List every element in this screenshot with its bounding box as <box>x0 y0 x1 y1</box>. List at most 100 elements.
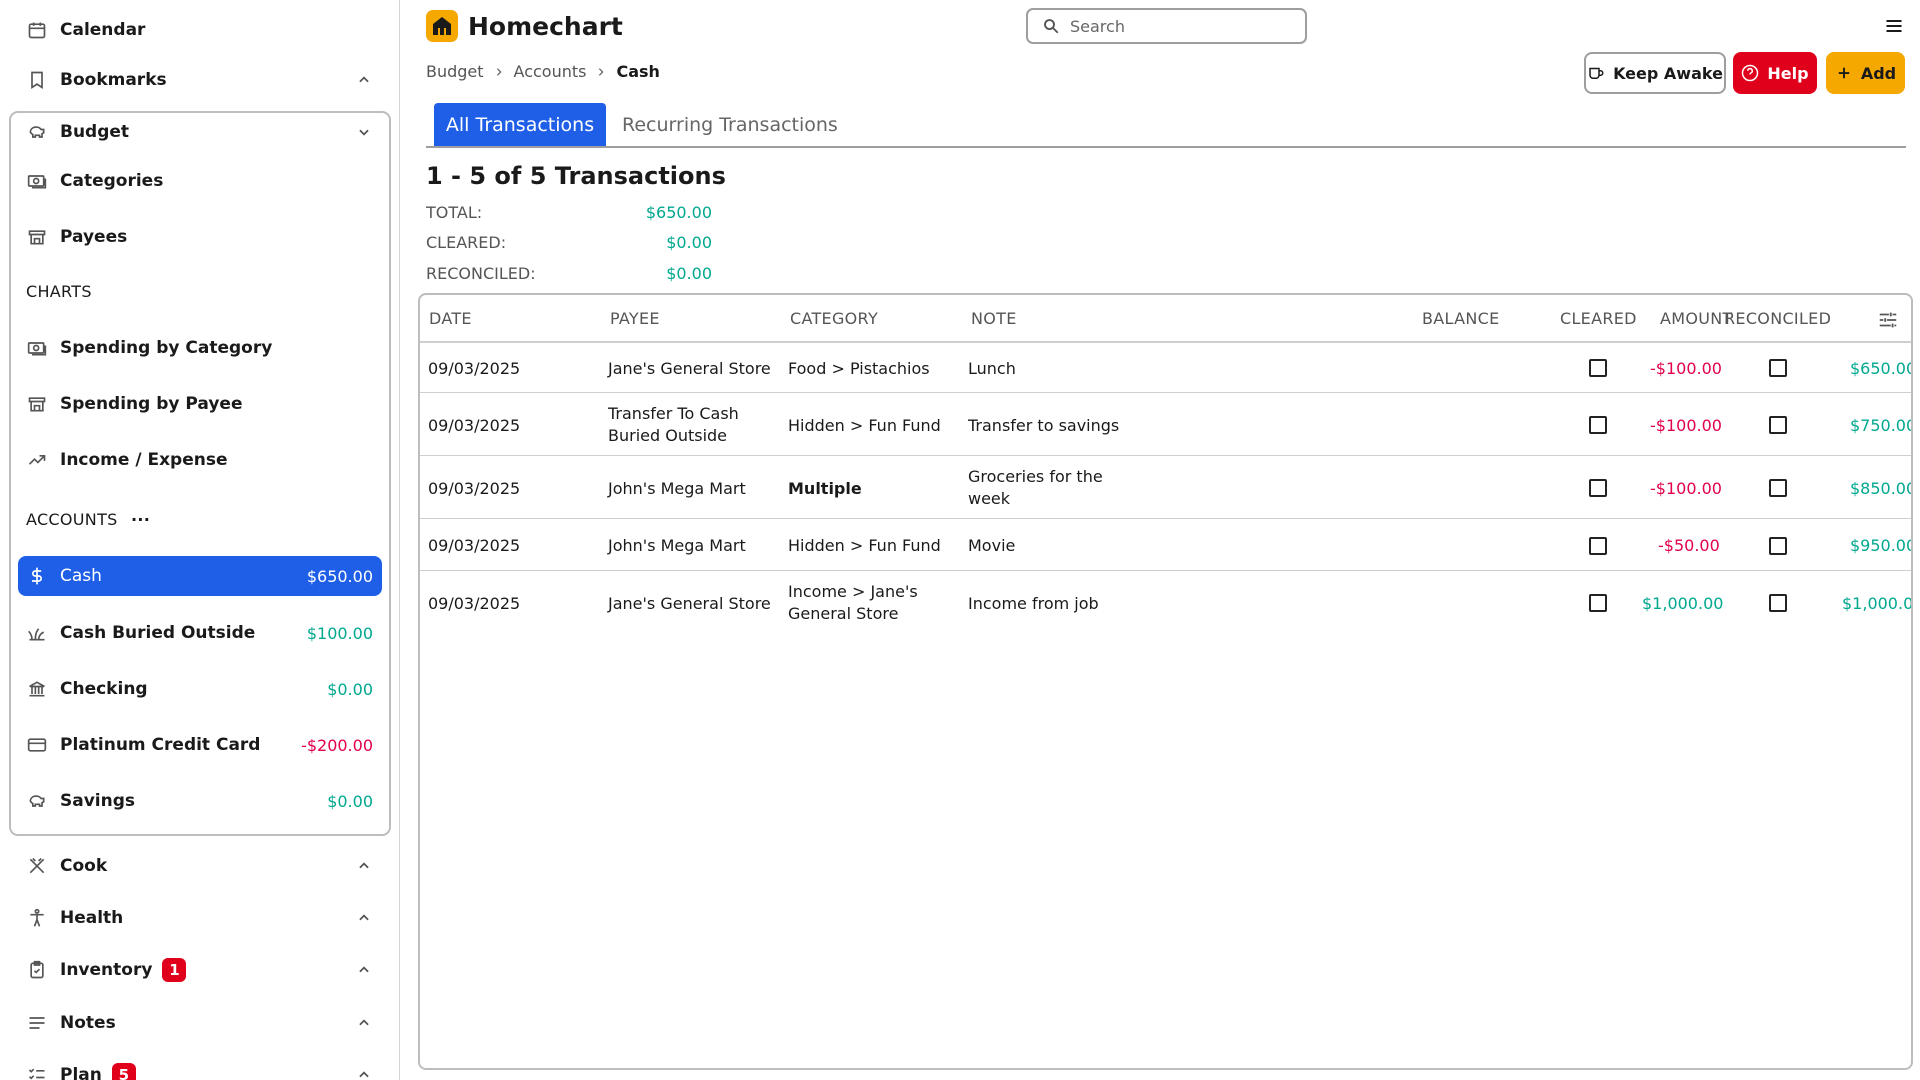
nav-calendar[interactable]: Calendar <box>26 12 373 48</box>
column-category[interactable]: CATEGORY <box>790 308 879 328</box>
more-options-icon[interactable]: ··· <box>131 510 151 529</box>
menu-button[interactable] <box>1882 14 1906 38</box>
piggy-bank-icon <box>26 121 48 143</box>
tab-all-transactions[interactable]: All Transactions <box>434 103 606 146</box>
nav-health[interactable]: Health <box>26 900 373 936</box>
row-cleared-checkbox[interactable] <box>1589 520 1607 571</box>
chevron-up-icon[interactable] <box>357 1067 373 1080</box>
cleared-label: CLEARED: <box>426 233 507 252</box>
row-reconciled-checkbox[interactable] <box>1769 343 1787 393</box>
account-checking-label: Checking <box>60 679 148 699</box>
cleared-value: $0.00 <box>666 233 712 252</box>
nav-spending-by-payee[interactable]: Spending by Payee <box>26 386 373 422</box>
money-icon <box>26 170 48 192</box>
nav-notes[interactable]: Notes <box>26 1005 373 1041</box>
chevron-up-icon[interactable] <box>357 72 373 88</box>
add-button[interactable]: Add <box>1826 52 1905 94</box>
account-checking[interactable]: Checking $0.00 <box>26 671 373 707</box>
nav-spending-by-category-label: Spending by Category <box>60 338 273 358</box>
breadcrumb: Budget Accounts Cash <box>426 62 660 81</box>
account-savings-label: Savings <box>60 791 136 811</box>
account-cash-buried-outside[interactable]: Cash Buried Outside $100.00 <box>26 615 373 651</box>
nav-budget[interactable]: Budget <box>26 114 373 150</box>
chevron-up-icon[interactable] <box>357 910 373 926</box>
column-payee[interactable]: PAYEE <box>610 308 660 328</box>
table-row[interactable]: 09/03/2025 John's Mega Mart Multiple Gro… <box>420 457 1911 519</box>
row-category: Income > Jane's General Store <box>788 582 918 623</box>
add-label: Add <box>1860 63 1897 83</box>
chevron-up-icon[interactable] <box>357 1015 373 1031</box>
account-platinum-credit-card[interactable]: Platinum Credit Card -$200.00 <box>26 727 373 763</box>
clipboard-icon <box>26 959 48 981</box>
tab-bar: All Transactions Recurring Transactions <box>426 103 1906 148</box>
column-date[interactable]: DATE <box>429 308 472 328</box>
row-reconciled-checkbox[interactable] <box>1769 572 1787 634</box>
search-icon <box>1044 19 1059 34</box>
store-icon <box>26 393 48 415</box>
nav-inventory[interactable]: Inventory 1 <box>26 952 373 988</box>
table-row[interactable]: 09/03/2025 John's Mega Mart Hidden > Fun… <box>420 520 1911 571</box>
account-cash[interactable]: Cash $650.00 <box>26 558 373 594</box>
nav-categories-label: Categories <box>60 171 164 191</box>
row-payee: John's Mega Mart <box>608 478 746 498</box>
table-row[interactable]: 09/03/2025 Transfer To Cash Buried Outsi… <box>420 394 1911 456</box>
row-cleared-checkbox[interactable] <box>1589 457 1607 519</box>
table-header: DATE PAYEE CATEGORY NOTE AMOUNT BALANCE … <box>420 295 1911 343</box>
total-label: TOTAL: <box>426 203 483 222</box>
chevron-down-icon[interactable] <box>357 124 373 140</box>
breadcrumb-budget[interactable]: Budget <box>426 62 484 81</box>
sidebar: Calendar Bookmarks Budget Categories Pay… <box>0 0 400 1080</box>
tab-recurring-transactions[interactable]: Recurring Transactions <box>622 113 838 136</box>
search-input[interactable] <box>1070 16 1290 36</box>
nav-payees[interactable]: Payees <box>26 219 373 255</box>
app-logo[interactable]: Homechart <box>426 10 623 42</box>
nav-bookmarks[interactable]: Bookmarks <box>26 62 373 98</box>
row-payee: Jane's General Store <box>608 593 771 613</box>
nav-bookmarks-label: Bookmarks <box>60 70 167 90</box>
row-cleared-checkbox[interactable] <box>1589 572 1607 634</box>
nav-notes-label: Notes <box>60 1013 116 1033</box>
row-reconciled-checkbox[interactable] <box>1769 457 1787 519</box>
dollar-icon <box>26 565 48 587</box>
row-reconciled-checkbox[interactable] <box>1769 520 1787 571</box>
summary-cleared: CLEARED: $0.00 <box>426 233 712 252</box>
row-note: Lunch <box>968 358 1016 378</box>
search-box[interactable] <box>1026 8 1307 44</box>
row-cleared-checkbox[interactable] <box>1589 394 1607 456</box>
column-balance[interactable]: BALANCE <box>1422 308 1500 328</box>
nav-income-expense-label: Income / Expense <box>60 450 228 470</box>
row-reconciled-checkbox[interactable] <box>1769 394 1787 456</box>
keep-awake-button[interactable]: Keep Awake <box>1584 52 1726 94</box>
chevron-up-icon[interactable] <box>357 962 373 978</box>
table-row[interactable]: 09/03/2025 Jane's General Store Food > P… <box>420 343 1911 393</box>
utensils-icon <box>26 855 48 877</box>
help-icon <box>1742 64 1759 82</box>
plan-badge: 5 <box>111 1063 136 1080</box>
nav-plan[interactable]: Plan 5 <box>26 1057 373 1080</box>
keep-awake-label: Keep Awake <box>1613 63 1723 83</box>
reconciled-value: $0.00 <box>666 264 712 283</box>
row-date: 09/03/2025 <box>428 536 521 555</box>
help-button[interactable]: Help <box>1733 52 1817 94</box>
nav-categories[interactable]: Categories <box>26 163 373 199</box>
summary-reconciled: RECONCILED: $0.00 <box>426 264 712 283</box>
row-balance: $750.00 <box>1850 415 1913 435</box>
row-amount: -$50.00 <box>1658 536 1720 555</box>
account-cash-buried-outside-amount: $100.00 <box>306 623 373 643</box>
chevron-up-icon[interactable] <box>357 858 373 874</box>
row-amount: -$100.00 <box>1650 415 1722 435</box>
column-note[interactable]: NOTE <box>971 308 1017 328</box>
nav-cook[interactable]: Cook <box>26 848 373 884</box>
nav-income-expense[interactable]: Income / Expense <box>26 442 373 478</box>
column-reconciled[interactable]: RECONCILED <box>1724 308 1832 328</box>
table-row[interactable]: 09/03/2025 Jane's General Store Income >… <box>420 572 1911 634</box>
column-cleared[interactable]: CLEARED <box>1560 308 1637 328</box>
nav-budget-label: Budget <box>60 122 130 142</box>
checklist-icon <box>26 1064 48 1080</box>
account-savings[interactable]: Savings $0.00 <box>26 783 373 819</box>
row-cleared-checkbox[interactable] <box>1589 343 1607 393</box>
column-amount[interactable]: AMOUNT <box>1660 308 1733 328</box>
column-settings-icon[interactable] <box>1877 309 1899 331</box>
nav-spending-by-category[interactable]: Spending by Category <box>26 330 373 366</box>
breadcrumb-accounts[interactable]: Accounts <box>513 62 587 81</box>
